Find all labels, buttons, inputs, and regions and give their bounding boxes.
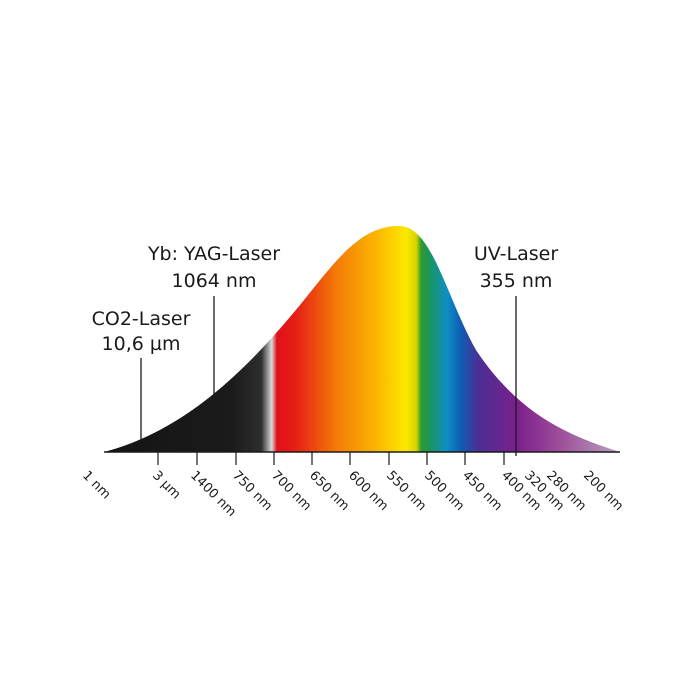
yag-laser-name: Yb: YAG-Laser [147,243,280,265]
co2-laser-name: CO2-Laser [92,308,191,330]
tick-label-450nm: 450 nm [459,468,505,514]
tick-label-3um: 3 µm [149,468,183,502]
tick-label-200nm: 200 nm [580,468,626,514]
uv-laser-name: UV-Laser [474,243,558,265]
tick-label-700nm: 700 nm [268,468,314,514]
spectrum-curve [104,225,620,452]
tick-label-1nm: 1 nm [79,468,113,502]
co2-laser-wavelength: 10,6 µm [102,333,181,355]
tick-label-650nm: 650 nm [306,468,352,514]
uv-laser-wavelength: 355 nm [480,270,553,292]
tick-label-500nm: 500 nm [421,468,467,514]
tick-label-600nm: 600 nm [345,468,391,514]
tick-label-550nm: 550 nm [383,468,429,514]
yag-laser-wavelength: 1064 nm [172,270,257,292]
